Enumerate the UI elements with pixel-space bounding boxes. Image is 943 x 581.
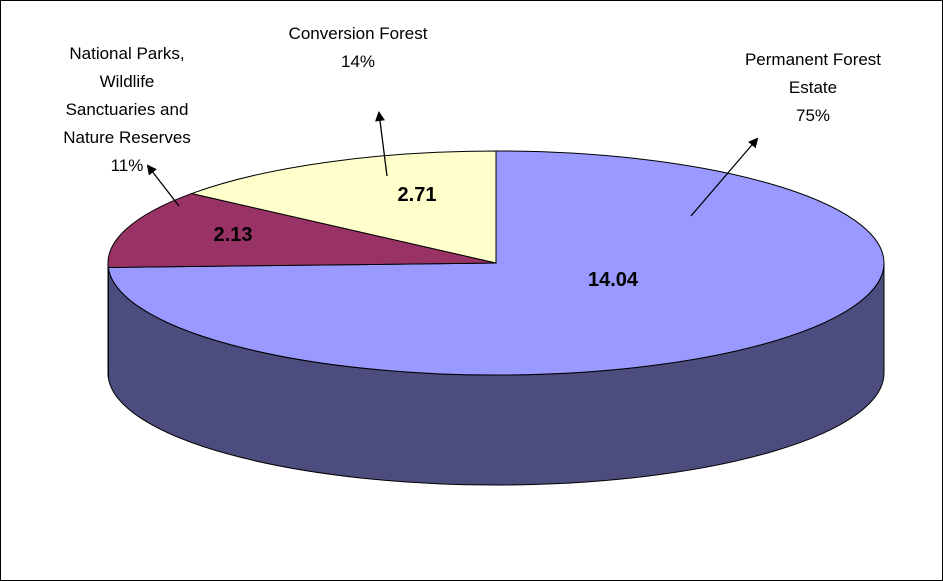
slice-category-label-line: National Parks,: [69, 44, 184, 63]
slice-category-label-line: 14%: [341, 52, 375, 71]
pie-top-layer: [107, 150, 885, 376]
slice-category-label: Permanent Forest Estate 75%: [745, 50, 881, 125]
slice-category-label-line: 75%: [796, 106, 830, 125]
label-arrows: [146, 111, 759, 217]
pie-slice: [107, 193, 497, 268]
slice-category-label: Conversion Forest 14%: [289, 24, 428, 71]
slice-category-label-line: 11%: [111, 156, 144, 175]
label-layer: Permanent Forest Estate 75% 14.04 National P…: [63, 24, 881, 291]
slice-value-label: 14.04: [588, 269, 639, 291]
slice-category-label-line: Conversion Forest: [289, 24, 428, 43]
label-arrow: [146, 164, 180, 207]
label-arrow: [375, 111, 388, 177]
slice-value-label: 2.13: [214, 224, 253, 246]
slice-category-label-line: Permanent Forest: [745, 50, 881, 69]
slice-category-label-line: Nature Reserves: [63, 128, 191, 147]
slice-category-label-line: Estate: [789, 78, 837, 97]
slice-value-label: 2.71: [398, 184, 437, 206]
slice-category-label: National Parks, Wildlife Sanctuaries and Na…: [63, 44, 191, 175]
slice-category-label-line: Wildlife: [100, 72, 155, 91]
pie-slice: [189, 150, 497, 264]
slice-category-label-line: Sanctuaries and: [66, 100, 189, 119]
label-arrow: [690, 137, 759, 217]
